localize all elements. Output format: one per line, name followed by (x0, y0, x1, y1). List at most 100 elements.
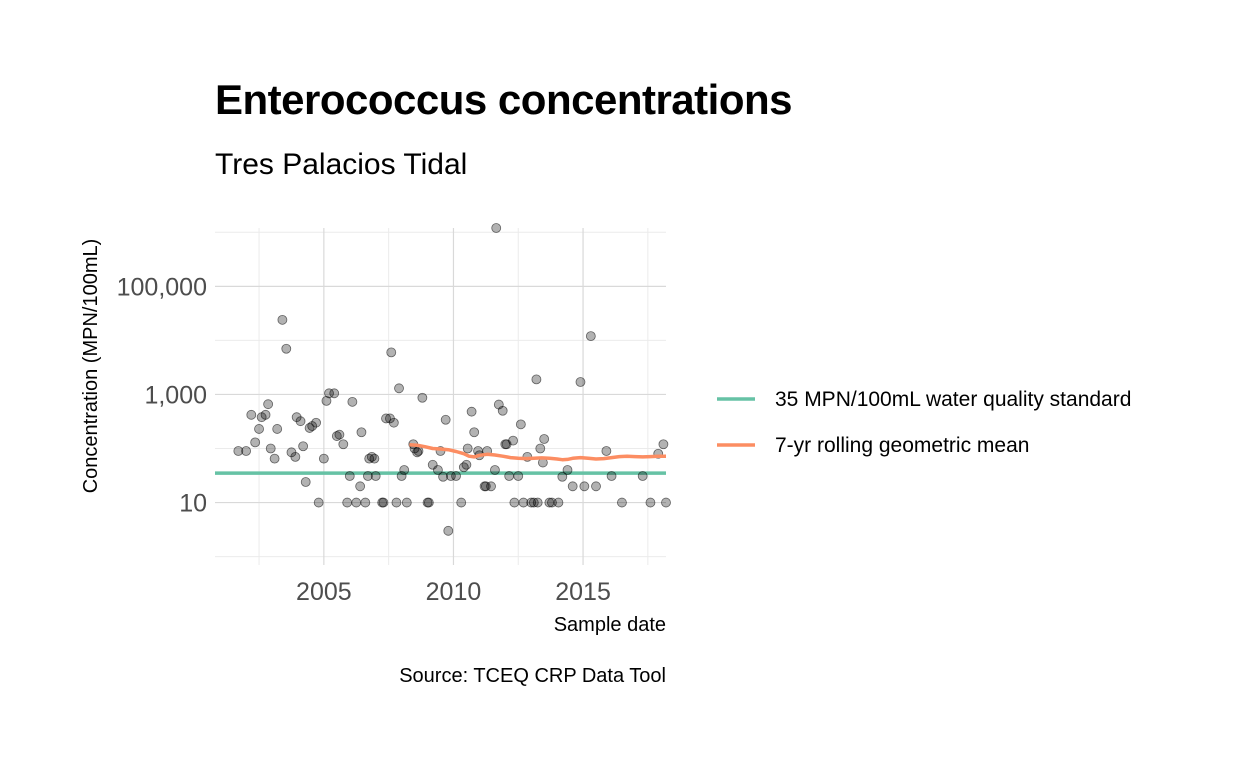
sample-point (433, 465, 443, 475)
sample-point (324, 388, 334, 399)
sample-point (260, 409, 271, 420)
sample-point (585, 331, 596, 342)
sample-point (451, 471, 461, 481)
sample-point (518, 497, 529, 508)
sample-point (347, 396, 358, 407)
sample-point (440, 414, 451, 425)
sample-point (535, 443, 546, 454)
sample-point (532, 497, 543, 508)
sample-point (321, 395, 332, 406)
sample-point (579, 481, 590, 492)
legend-label-geomean: 7-yr rolling geometric mean (775, 434, 1029, 457)
sample-point (412, 447, 423, 458)
sample-point (462, 443, 473, 454)
geomean-line (409, 443, 666, 462)
sample-point (281, 343, 292, 354)
sample-point (539, 434, 550, 444)
sample-point (645, 497, 656, 508)
sample-point (504, 471, 515, 481)
sample-point (246, 409, 257, 420)
sample-point (250, 437, 261, 448)
sample-point (369, 453, 380, 464)
sample-point (370, 471, 381, 481)
sample-point (513, 471, 524, 481)
sample-point (480, 481, 491, 492)
chart-subtitle: Tres Palacios Tidal (215, 148, 468, 181)
sample-point (344, 471, 355, 481)
sample-point (355, 481, 366, 492)
sample-point (307, 421, 318, 431)
sample-point (531, 374, 542, 385)
sample-point (606, 471, 617, 481)
x-axis-label: Sample date (554, 614, 666, 636)
y-tick-label: 100,000 (117, 273, 207, 301)
geomean-path (409, 443, 666, 462)
sample-point (329, 388, 340, 399)
sample-point (591, 481, 601, 492)
sample-point (601, 446, 612, 456)
sample-point (342, 497, 353, 508)
x-axis-ticks: 2005 2010 2015 (296, 578, 611, 606)
sample-point (427, 459, 438, 470)
sample-point (456, 497, 467, 508)
sample-point (388, 417, 399, 428)
sample-point (331, 431, 342, 441)
sample-point (658, 439, 669, 450)
sample-point (263, 399, 274, 410)
sample-point (497, 405, 508, 416)
sample-point (381, 413, 391, 424)
sample-points (233, 223, 671, 536)
sample-point (508, 435, 518, 446)
sample-point (557, 471, 568, 482)
sample-point (469, 427, 480, 438)
chart-caption: Source: TCEQ CRP Data Tool (399, 665, 666, 687)
sample-point (351, 497, 362, 508)
sample-point (363, 471, 373, 481)
sample-point (423, 497, 434, 508)
sample-point (396, 471, 407, 481)
sample-point (490, 465, 500, 475)
sample-point (311, 417, 321, 428)
x-tick-label: 2005 (296, 578, 352, 606)
sample-point (277, 314, 288, 325)
y-tick-label: 1,000 (144, 381, 207, 409)
sample-point (313, 497, 324, 508)
sample-point (318, 453, 329, 464)
sample-point (269, 453, 280, 464)
sample-point (338, 439, 349, 450)
sample-point (445, 471, 456, 481)
sample-point (399, 465, 410, 475)
chart-title: Enterococcus concentrations (215, 76, 792, 123)
sample-point (438, 471, 448, 482)
sample-point (443, 525, 454, 536)
sample-point (360, 497, 371, 508)
sample-point (298, 441, 309, 452)
legend: 35 MPN/100mL water quality standard 7-yr… (717, 388, 1131, 457)
sample-point (567, 481, 578, 492)
legend-label-standard: 35 MPN/100mL water quality standard (775, 388, 1131, 411)
y-tick-label: 10 (179, 490, 207, 518)
sample-point (528, 497, 539, 508)
sample-point (553, 497, 564, 508)
sample-point (491, 223, 502, 233)
sample-point (417, 392, 428, 403)
sample-point (272, 424, 283, 434)
sample-point (300, 477, 311, 487)
sample-point (295, 416, 306, 427)
sample-point (254, 424, 264, 434)
sample-point (291, 412, 302, 423)
sample-point (466, 406, 477, 417)
sample-point (378, 497, 389, 508)
sample-point (401, 497, 412, 508)
sample-point (575, 377, 586, 387)
x-tick-label: 2015 (555, 578, 611, 606)
sample-point (461, 459, 472, 470)
sample-point (661, 497, 671, 508)
sample-point (617, 497, 627, 508)
sample-point (356, 427, 367, 438)
sample-point (265, 443, 276, 454)
sample-point (241, 446, 252, 456)
sample-point (233, 446, 244, 456)
y-axis-label: Concentration (MPN/100mL) (80, 239, 102, 494)
